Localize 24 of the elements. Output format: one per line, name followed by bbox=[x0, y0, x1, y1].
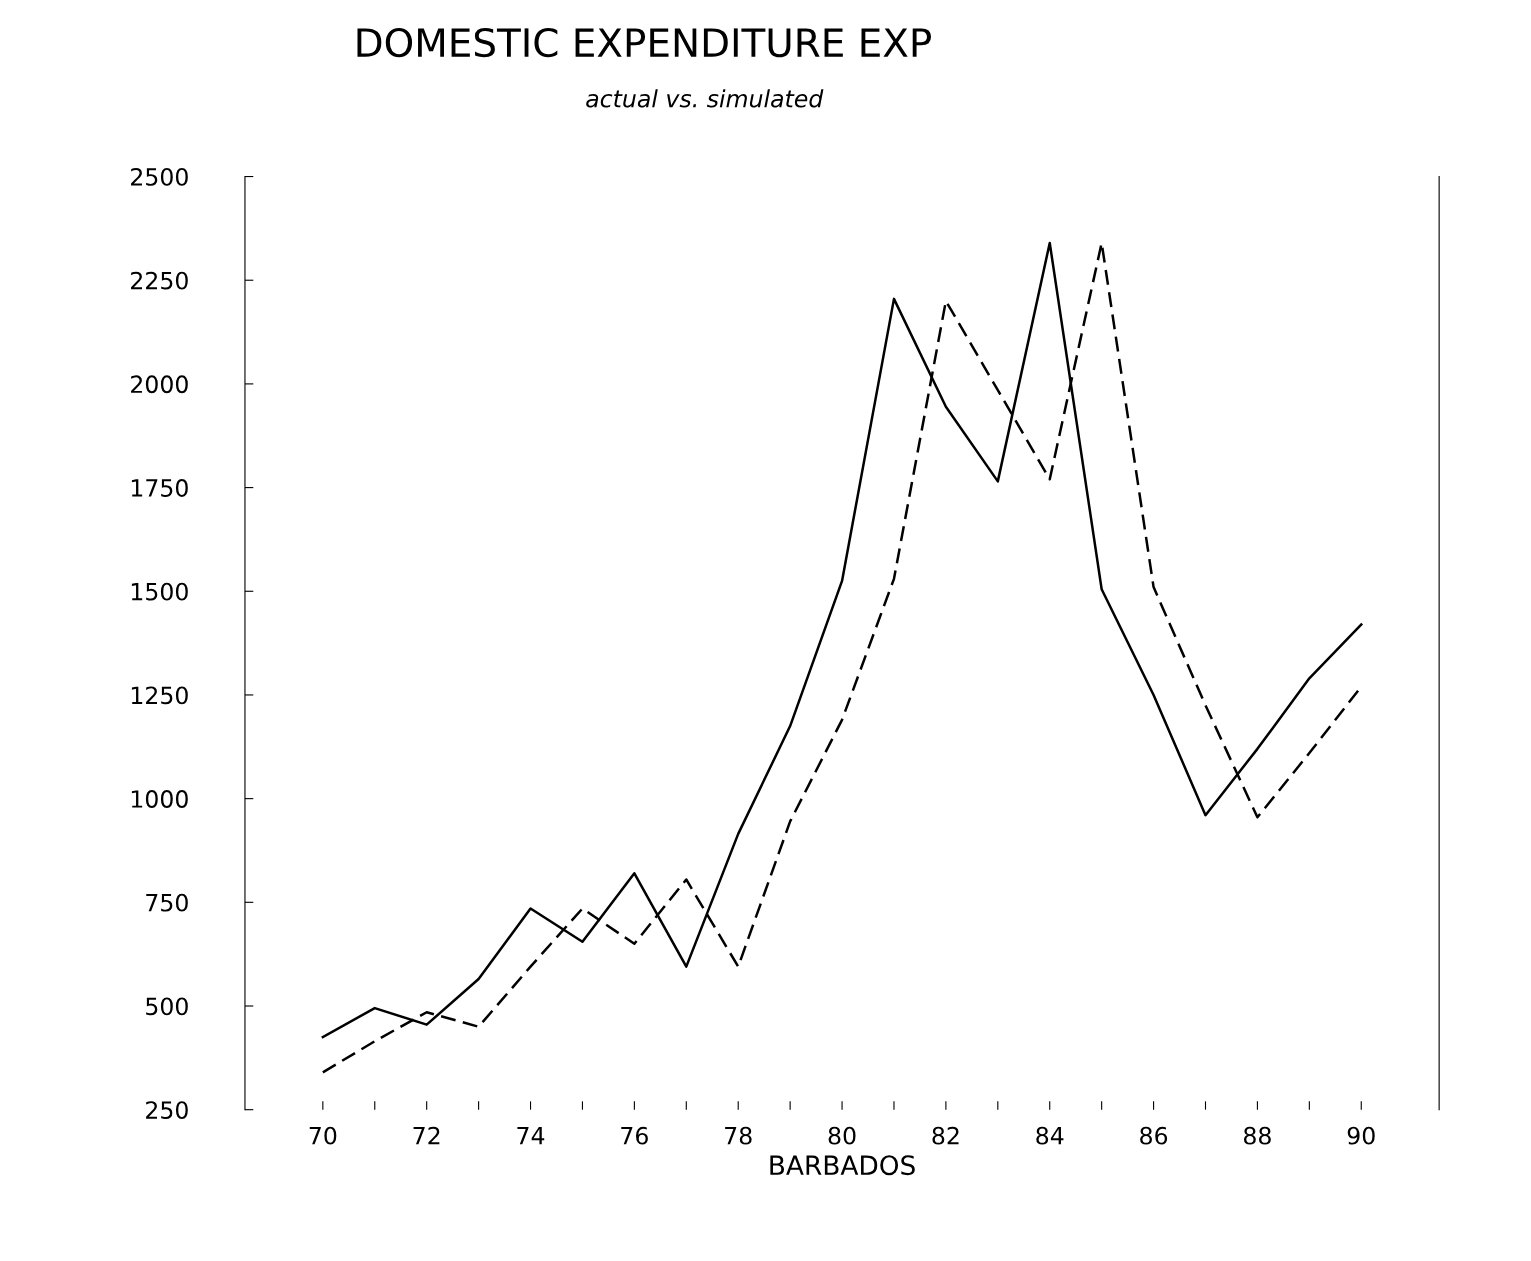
chart-subtitle: actual vs. simulated bbox=[586, 89, 824, 108]
x-tick-label: 72 bbox=[413, 1126, 440, 1145]
x-tick-label: 86 bbox=[1140, 1126, 1168, 1145]
y-tick-label: 750 bbox=[146, 893, 188, 912]
y-tick-label: 250 bbox=[146, 1101, 188, 1119]
x-tick-label: 70 bbox=[309, 1126, 337, 1145]
y-tick-label: 1000 bbox=[131, 790, 188, 808]
y-tick-label: 500 bbox=[146, 997, 188, 1016]
x-axis-title: BARBADOS bbox=[770, 1155, 915, 1176]
x-tick-label: 76 bbox=[621, 1126, 648, 1145]
y-tick-label: 1500 bbox=[131, 582, 188, 601]
x-tick-label: 90 bbox=[1347, 1126, 1375, 1145]
y-tick-label: 2500 bbox=[131, 167, 188, 186]
x-tick-label: 82 bbox=[932, 1126, 959, 1145]
x-tick-label: 84 bbox=[1036, 1126, 1064, 1145]
y-tick-label: 1750 bbox=[131, 479, 188, 497]
x-tick-label: 78 bbox=[725, 1126, 752, 1145]
x-tick-label: 74 bbox=[517, 1127, 545, 1145]
x-tick-label: 80 bbox=[828, 1126, 856, 1145]
chart-title: DOMESTIC EXPENDITURE EXP bbox=[357, 27, 932, 58]
y-tick-label: 2000 bbox=[131, 375, 188, 394]
y-tick-label: 2250 bbox=[131, 271, 188, 290]
x-tick-label: 88 bbox=[1244, 1126, 1271, 1145]
y-tick-label: 1250 bbox=[131, 686, 188, 705]
